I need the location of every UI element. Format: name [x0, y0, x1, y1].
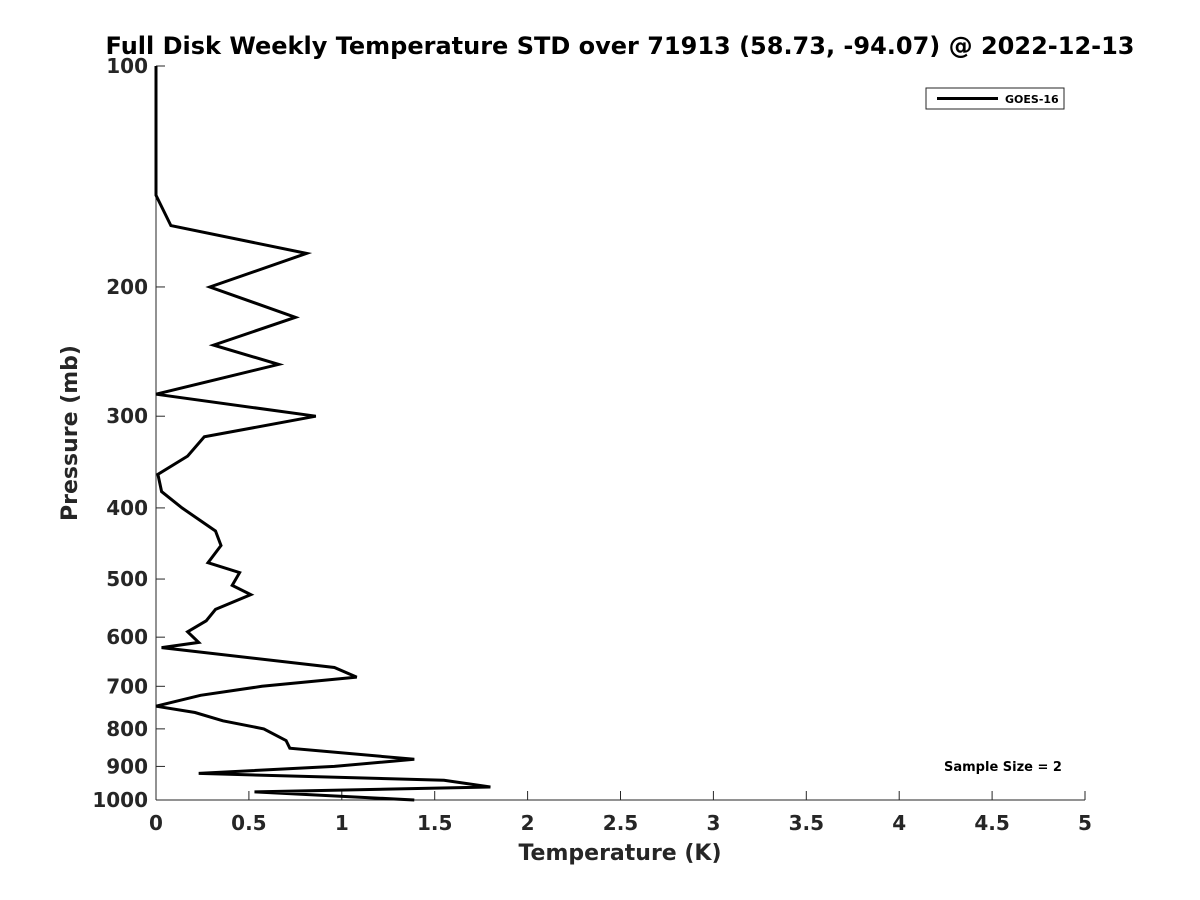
- y-tick-label: 700: [106, 674, 148, 698]
- x-tick-label: 3.5: [789, 811, 824, 835]
- legend-label: GOES-16: [1005, 93, 1059, 106]
- y-tick-label: 100: [106, 54, 148, 78]
- x-tick-label: 2.5: [603, 811, 638, 835]
- axes: [155, 65, 1086, 801]
- x-tick-label: 2: [521, 811, 535, 835]
- x-tick-label: 0: [149, 811, 163, 835]
- y-tick-label: 800: [106, 717, 148, 741]
- y-axis-label: Pressure (mb): [58, 345, 83, 521]
- x-tick-label: 4.5: [974, 811, 1009, 835]
- y-tick-label: 500: [106, 567, 148, 591]
- y-tick-label: 300: [106, 404, 148, 428]
- legend: GOES-16: [925, 87, 1065, 110]
- y-tick-label: 900: [106, 754, 148, 778]
- x-tick-label: 3: [706, 811, 720, 835]
- series-layer: [154, 66, 491, 802]
- y-tick-label: 600: [106, 625, 148, 649]
- series-line-goes-16: [154, 66, 491, 802]
- x-tick-label: 4: [892, 811, 906, 835]
- x-axis-label: Temperature (K): [518, 841, 721, 866]
- y-tick-label: 400: [106, 496, 148, 520]
- x-tick-label: 5: [1078, 811, 1092, 835]
- sample-size-annotation: Sample Size = 2: [944, 760, 1062, 775]
- x-tick-label: 1.5: [417, 811, 452, 835]
- tick-labels: 0 0.5 1 1.5 2 2.5 3 3.5 4 4.5 5 100 200 300 400 500 600 7…: [92, 54, 1092, 835]
- chart-title: Full Disk Weekly Temperature STD over 71…: [106, 32, 1135, 60]
- y-tick-label: 200: [106, 275, 148, 299]
- x-tick-label: 1: [335, 811, 349, 835]
- x-tick-label: 0.5: [231, 811, 266, 835]
- y-tick-label: 1000: [92, 788, 148, 812]
